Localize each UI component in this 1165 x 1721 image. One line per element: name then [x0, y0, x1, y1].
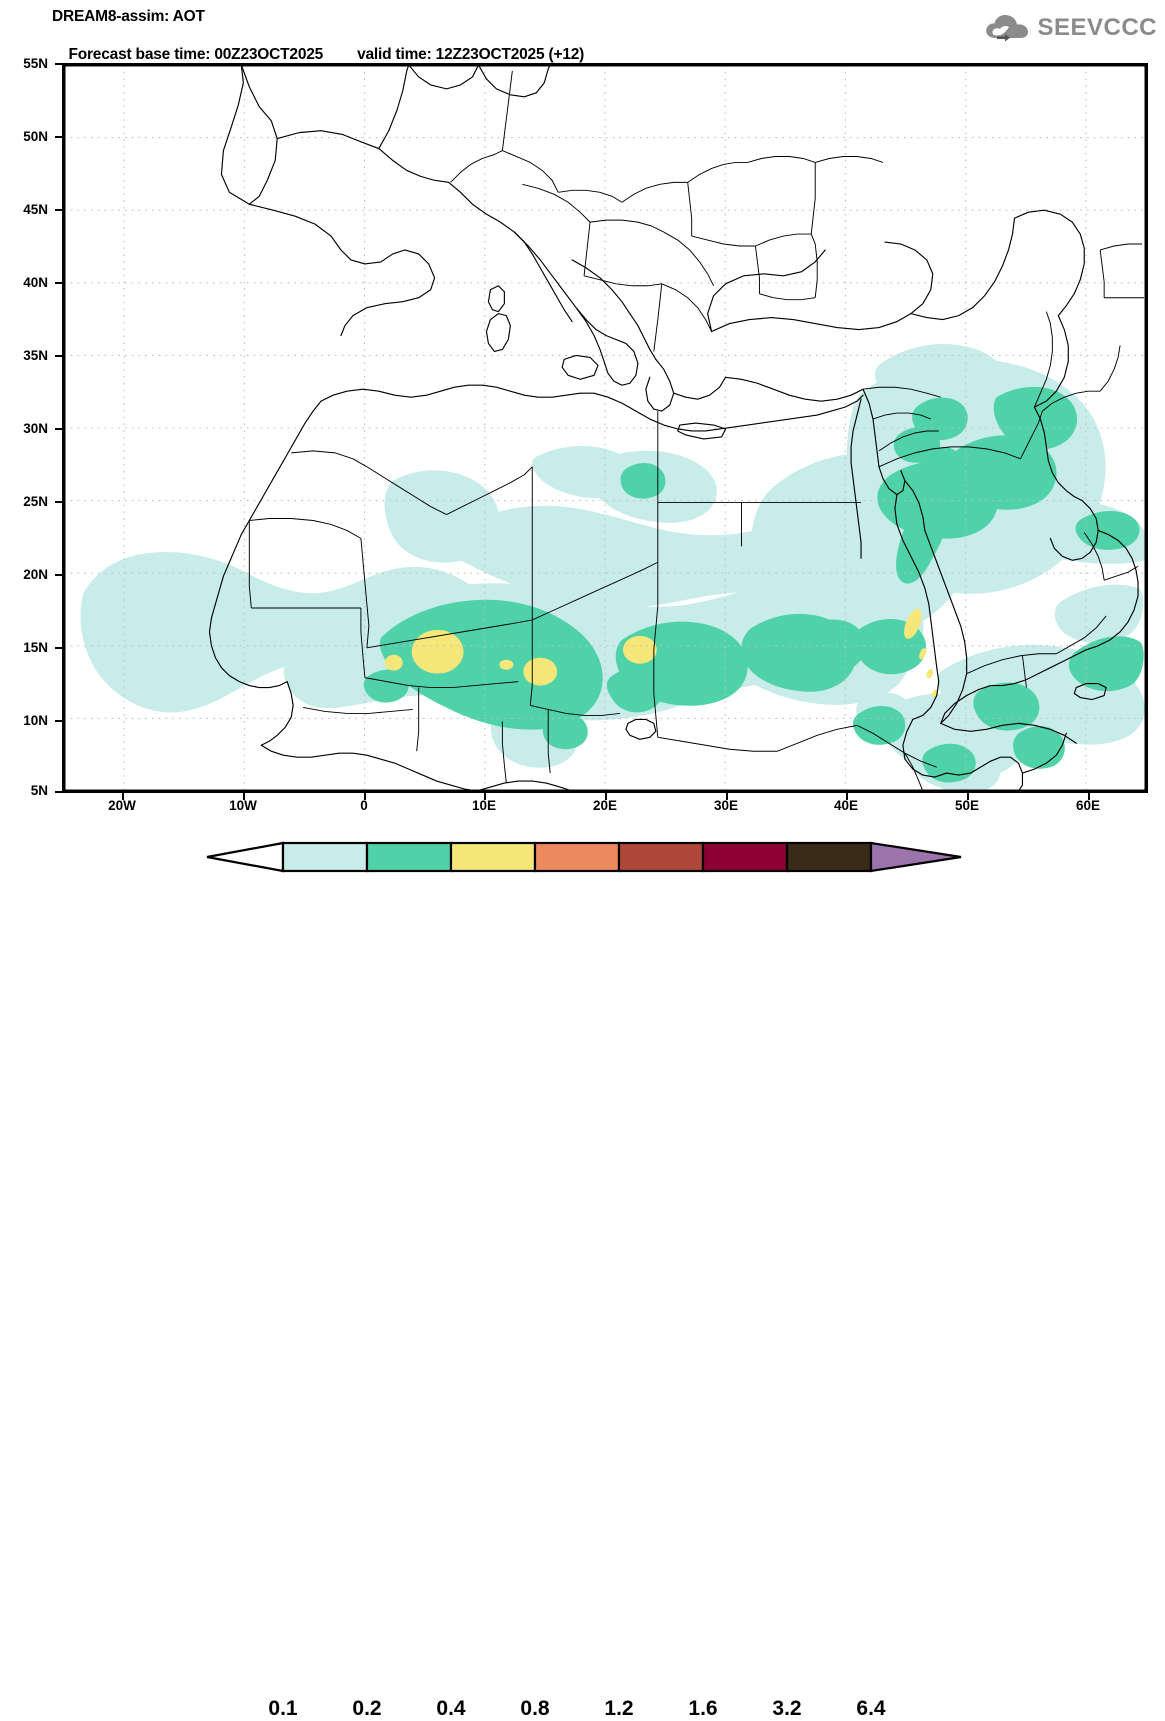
map-coastlines: [208, 65, 1139, 791]
page-title: DREAM8-assim: AOT: [52, 8, 205, 25]
colorbar-tick-label: 0.4: [436, 1697, 466, 1720]
x-tick-label: 40E: [833, 798, 859, 813]
seevccc-logo: SEEVCCC: [983, 8, 1157, 48]
map-canvas: [64, 65, 1146, 791]
y-tick-label: 40N: [23, 275, 48, 290]
y-tick-label: 55N: [23, 56, 48, 71]
x-tick-label: 30E: [713, 798, 739, 813]
logo-text: SEEVCCC: [1037, 14, 1157, 41]
forecast-map-plot: [62, 63, 1148, 793]
colorbar-swatches: [206, 841, 962, 873]
y-tick-label: 25N: [23, 494, 48, 509]
colorbar-tick-label: 3.2: [772, 1697, 802, 1720]
y-tick-label: 15N: [23, 640, 48, 655]
base-time-label: Forecast base time: 00Z23OCT2025: [68, 46, 324, 63]
colorbar-tick-label: 1.6: [688, 1697, 718, 1720]
y-tick-label: 10N: [23, 713, 48, 728]
map-country-borders: [248, 70, 1145, 791]
y-tick-label: 45N: [23, 202, 48, 217]
aot-contour-band-0.4: [384, 608, 938, 698]
colorbar-tick-label: 0.2: [352, 1697, 382, 1720]
chart-header: DREAM8-assim: AOT Forecast base time: 00…: [0, 0, 1165, 63]
colorbar-tick-label: 0.1: [268, 1697, 298, 1720]
valid-time-label: valid time: 12Z23OCT2025 (+12): [357, 46, 585, 63]
colorbar-tick-label: 6.4: [856, 1697, 886, 1720]
cloud-arrow-icon: [986, 14, 1029, 42]
x-tick-label: 0: [360, 798, 368, 813]
colorbar-legend: 0.1 0.2 0.4 0.8 1.2 1.6 3.2 6.4: [0, 836, 1165, 1720]
colorbar-tick-label: 1.2: [604, 1697, 634, 1720]
colorbar-tick-label: 0.8: [520, 1697, 550, 1720]
y-tick-label: 30N: [23, 421, 48, 436]
y-tick-label: 35N: [23, 348, 48, 363]
y-tick-label: 50N: [23, 129, 48, 144]
x-tick-label: 10W: [229, 798, 257, 813]
x-tick-label: 50E: [954, 798, 980, 813]
x-tick-label: 10E: [471, 798, 497, 813]
x-tick-label: 20W: [108, 798, 136, 813]
y-tick-label: 5N: [30, 783, 48, 798]
x-tick-label: 20E: [592, 798, 618, 813]
y-tick-label: 20N: [23, 567, 48, 582]
x-tick-label: 60E: [1075, 798, 1101, 813]
forecast-time-line: Forecast base time: 00Z23OCT2025 valid ti…: [52, 28, 584, 82]
